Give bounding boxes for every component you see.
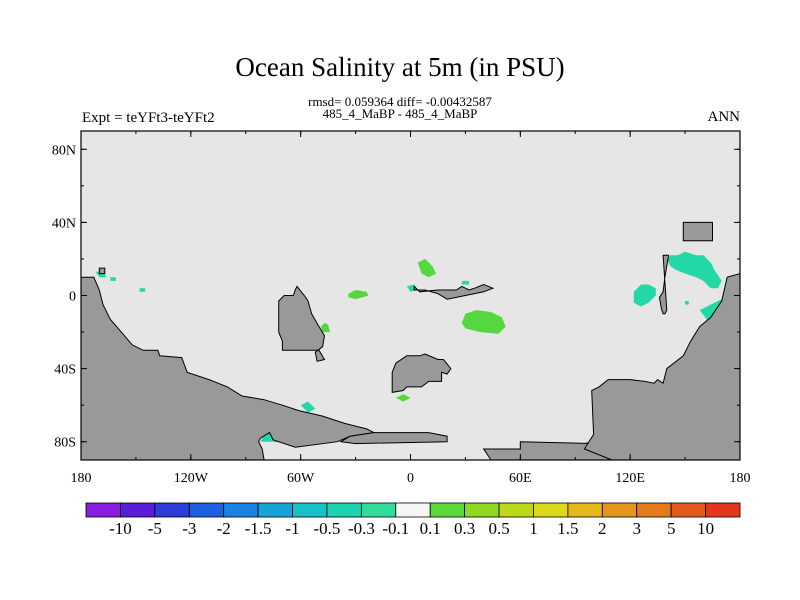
- colorbar-swatch: [188, 502, 225, 518]
- anomaly-region: [300, 401, 316, 413]
- colorbar-label: 1: [529, 519, 538, 538]
- land-mass: [81, 276, 376, 460]
- colorbar-label: -1.5: [245, 519, 272, 538]
- colorbar-swatch: [120, 502, 156, 518]
- land-mass: [98, 267, 106, 275]
- colorbar-label: 0.5: [488, 519, 509, 538]
- x-tick-label: 120W: [174, 471, 209, 486]
- x-tick-label: 60W: [287, 471, 315, 486]
- colorbar-swatch: [360, 502, 397, 518]
- land-mass: [413, 283, 495, 300]
- colorbar-label: -3: [182, 519, 196, 538]
- colorbar-swatch: [154, 502, 190, 518]
- colorbar-swatch: [223, 502, 259, 518]
- colorbar-label: -5: [148, 519, 162, 538]
- colorbar-label: 5: [667, 519, 676, 538]
- colorbar-label: 1.5: [557, 519, 578, 538]
- x-tick-label: 180: [71, 471, 92, 486]
- case-subtitle: 485_4_MaBP - 485_4_MaBP: [322, 106, 478, 121]
- colorbar-label: -0.5: [313, 519, 340, 538]
- anomaly-region: [395, 394, 411, 402]
- anomaly-region: [461, 310, 506, 334]
- y-tick-label: 80N: [52, 143, 76, 158]
- map-axes: 180 120W 60W 0 60E 120E 180 80N 40N 0 40S 80S: [52, 130, 751, 486]
- land-mass: [583, 273, 740, 460]
- land-mass: [658, 254, 670, 315]
- colorbar-swatch: [567, 502, 603, 518]
- colorbar-swatch: [498, 502, 534, 518]
- anomaly-region: [320, 322, 330, 333]
- x-tick-label: 0: [407, 471, 414, 486]
- anomaly-region: [417, 258, 437, 278]
- colorbar-swatch: [395, 502, 431, 518]
- colorbar-label: -0.1: [382, 519, 409, 538]
- anomaly-region: [110, 277, 116, 281]
- colorbar-swatch: [601, 502, 638, 518]
- colorbar-swatch: [670, 502, 706, 518]
- colorbar-label: -2: [217, 519, 231, 538]
- anomaly-region: [685, 301, 689, 305]
- colorbar-label: 0.3: [454, 519, 475, 538]
- stats-subtitle: rmsd= 0.059364 diff= -0.00432587: [308, 94, 492, 109]
- y-tick-label: 40N: [52, 216, 76, 231]
- land-mass: [278, 285, 326, 362]
- colorbar-swatch: [292, 502, 328, 518]
- land-mass: [682, 221, 713, 242]
- colorbar-label: 10: [697, 519, 714, 538]
- anomaly-region: [139, 288, 146, 292]
- colorbar-label: 0.1: [420, 519, 441, 538]
- colorbar-label: 3: [632, 519, 641, 538]
- colorbar-swatch: [257, 502, 293, 518]
- anomaly-region: [633, 284, 656, 307]
- y-tick-label: 80S: [54, 436, 76, 451]
- colorbar-label: -0.3: [348, 519, 375, 538]
- x-tick-label: 180: [730, 471, 751, 486]
- colorbar-label: -10: [109, 519, 132, 538]
- page-title: Ocean Salinity at 5m (in PSU): [235, 52, 565, 82]
- y-tick-label: 40S: [54, 363, 76, 378]
- colorbar: -10 -5 -3 -2 -1.5 -1 -0.5 -0.3 -0.1 0.1 0.3 0.5 1 1.5…: [85, 502, 741, 538]
- colorbar-swatch: [85, 502, 121, 518]
- period-label: ANN: [707, 109, 741, 125]
- x-tick-label: 60E: [509, 471, 532, 486]
- land-mass: [339, 432, 448, 445]
- colorbar-swatch: [533, 502, 569, 518]
- colorbar-label: 2: [598, 519, 607, 538]
- colorbar-swatch: [705, 502, 741, 518]
- land-mass: [391, 353, 452, 393]
- y-tick-label: 0: [69, 290, 76, 305]
- colorbar-swatch: [326, 502, 362, 518]
- anomaly-region: [461, 280, 470, 285]
- colorbar-label: -1: [285, 519, 299, 538]
- colorbar-swatch: [636, 502, 672, 518]
- colorbar-swatch: [429, 502, 466, 518]
- x-tick-label: 120E: [615, 471, 645, 486]
- experiment-label: Expt = teYFt3-teYFt2: [82, 110, 215, 126]
- anomaly-region: [666, 251, 722, 289]
- map-plot-area: [81, 131, 740, 460]
- anomaly-region: [348, 290, 369, 300]
- colorbar-swatch: [464, 502, 500, 518]
